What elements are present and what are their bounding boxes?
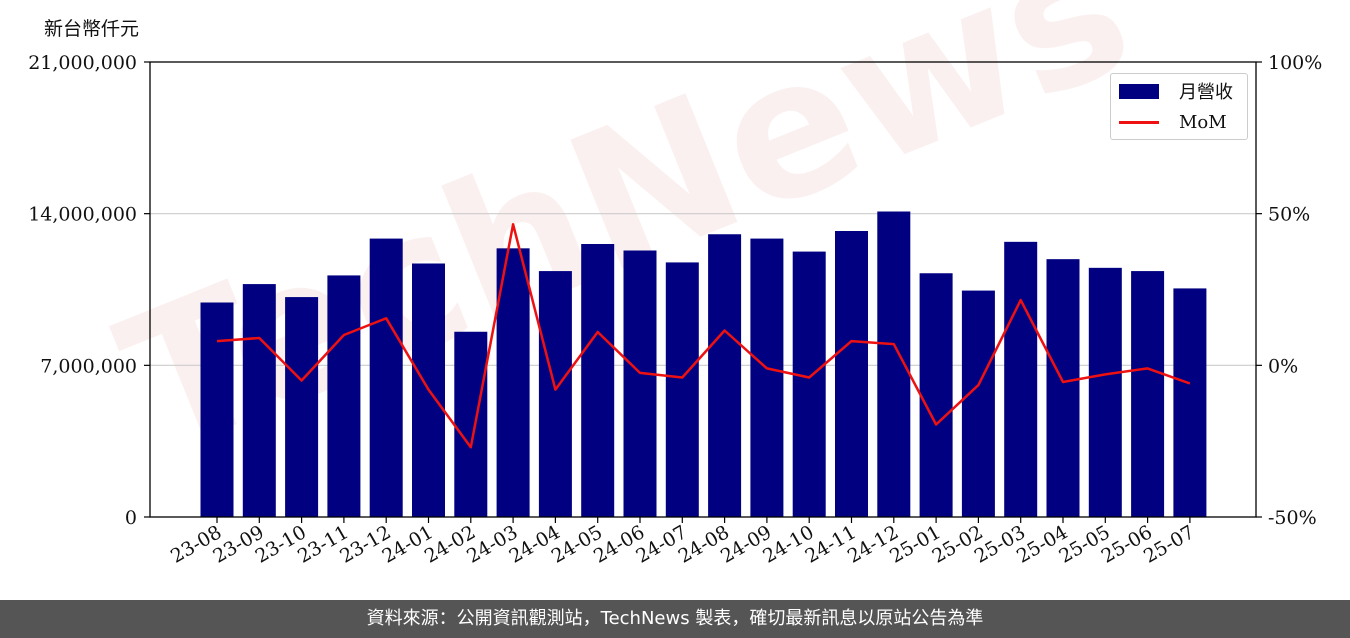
- left-axis-tick-label: 7,000,000: [40, 355, 137, 377]
- revenue-bar: [623, 250, 657, 517]
- left-axis-unit-label: 新台幣仟元: [44, 18, 140, 40]
- revenue-bar: [538, 271, 572, 517]
- revenue-bar: [496, 248, 530, 518]
- left-axis-tick-label: 0: [125, 507, 137, 529]
- revenue-bar: [242, 284, 276, 517]
- revenue-bar: [454, 331, 488, 517]
- revenue-bar: [1173, 288, 1207, 517]
- revenue-bar: [1046, 259, 1080, 517]
- left-axis-tick-label: 14,000,000: [28, 204, 137, 226]
- revenue-bar: [961, 290, 995, 517]
- legend-label-revenue: 月營收: [1179, 82, 1233, 103]
- revenue-bar: [1088, 267, 1122, 517]
- revenue-chart: 0 7,000,000 14,000,000 21,000,000 -50% 0% 50% 1…: [28, 52, 1322, 568]
- legend-label-mom: MoM: [1179, 111, 1227, 133]
- left-axis-tick-label: 21,000,000: [28, 52, 137, 74]
- right-axis-tick-label: 50%: [1268, 204, 1310, 226]
- revenue-bar: [327, 275, 361, 517]
- revenue-bar: [835, 231, 868, 517]
- right-axis-tick-label: 0%: [1268, 355, 1298, 377]
- revenue-bar: [581, 244, 615, 517]
- right-axis-tick-label: -50%: [1268, 507, 1317, 529]
- mom-line: [216, 223, 1191, 449]
- revenue-bar: [369, 238, 403, 518]
- legend: 月營收 MoM: [1110, 73, 1248, 140]
- revenue-bar: [1131, 271, 1165, 517]
- source-footer: 資料來源：公開資訊觀測站，TechNews 製表，確切最新訊息以原站公告為準: [0, 600, 1350, 638]
- right-axis-tick-label: 100%: [1268, 52, 1322, 74]
- revenue-bar: [750, 238, 784, 518]
- plot-frame: [149, 61, 1257, 518]
- revenue-bar: [665, 262, 699, 517]
- legend-bar-swatch: [1119, 83, 1159, 99]
- revenue-bar: [919, 273, 953, 517]
- revenue-bar: [792, 251, 826, 518]
- revenue-bar: [1004, 241, 1038, 518]
- revenue-bar: [200, 302, 234, 517]
- legend-line-swatch: [1119, 120, 1159, 124]
- legend-item-revenue: 月營收: [1119, 79, 1233, 103]
- legend-item-mom: MoM: [1119, 110, 1227, 134]
- revenue-bar: [708, 234, 742, 517]
- revenue-bar: [285, 297, 319, 517]
